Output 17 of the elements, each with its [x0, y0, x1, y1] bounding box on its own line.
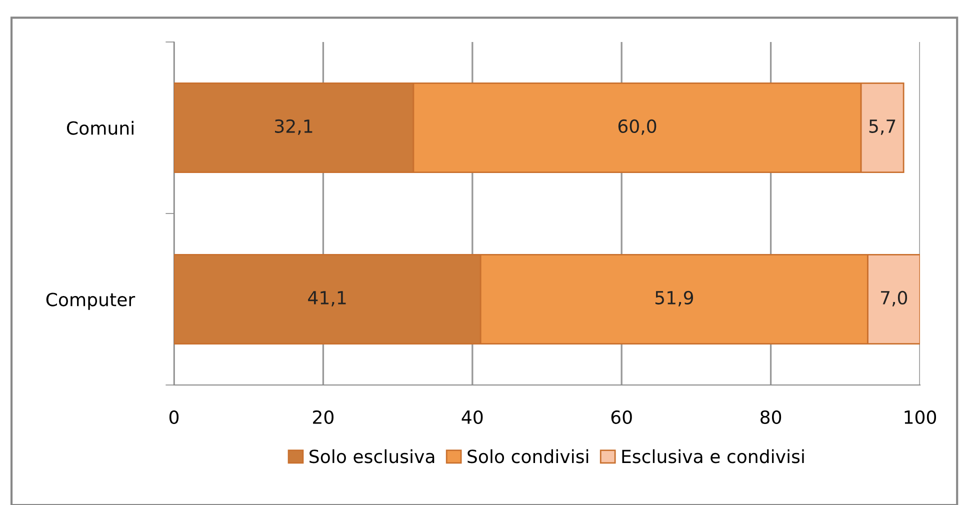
legend-label: Solo esclusiva [310, 449, 434, 464]
text: 7,0 [881, 290, 908, 306]
y-tick-label: Computer [46, 292, 136, 310]
text: 5,7 [869, 120, 896, 135]
text: 60,0 [618, 119, 656, 135]
x-tick-label: 40 [462, 410, 483, 424]
text: 51,9 [655, 290, 694, 306]
x-tick-label: 80 [760, 410, 782, 424]
x-tick-label: 100 [904, 410, 936, 424]
text: 41,1 [308, 291, 346, 306]
text: 32,1 [275, 119, 312, 135]
x-tick-label: 20 [313, 410, 334, 424]
x-tick-label: 0 [169, 410, 179, 424]
y-tick-label: Comuni [66, 120, 134, 135]
legend-label: Solo condivisi [468, 449, 588, 464]
x-tick-label: 60 [611, 410, 632, 424]
legend-label: Esclusiva e condivisi [622, 449, 804, 464]
